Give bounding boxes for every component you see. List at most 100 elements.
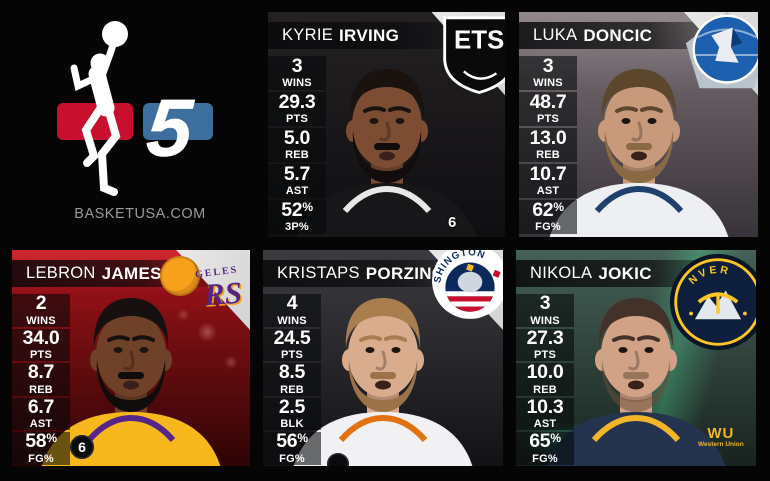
stat-value: 8.5 [278, 361, 306, 383]
stat-label: WINS [533, 77, 563, 90]
stat-block: 5.7 AST [268, 164, 326, 198]
stat-value: 2.5 [278, 395, 306, 418]
stat-label: REB [536, 149, 560, 162]
last-name: DONCIC [583, 25, 653, 45]
stat-label: AST [533, 418, 557, 430]
sponsor-initials: WU [707, 425, 735, 442]
last-name: IRVING [339, 25, 400, 45]
stat-block: 48.7 PTS [519, 92, 577, 126]
player-card-lebron-james: 6 GELES RS LEBRON JAMES 2 WINS 34.0 PTS 8.… [12, 250, 250, 466]
stat-block: 13.0 REB [519, 128, 577, 162]
stat-value: 24.5 [273, 326, 311, 349]
nuggets-logo-icon: NVER [669, 253, 756, 351]
logo-number: 5 [143, 83, 196, 174]
stat-value: 10.7 [529, 162, 567, 185]
stat-block: 10.7 AST [519, 164, 577, 198]
stat-block: 10.3 AST [516, 395, 574, 430]
stat-value: 5.7 [283, 162, 311, 185]
stat-label: WINS [277, 314, 307, 327]
stats-column: 3 WINS 27.3 PTS 10.0 REB 10.3 AST 65% FG% [516, 293, 574, 465]
stat-block: 52% 3P% [268, 200, 326, 234]
stat-value: 3 [291, 54, 303, 77]
stat-label: REB [285, 149, 309, 162]
stat-label: WINS [26, 314, 56, 327]
stat-label: FG% [532, 452, 558, 465]
stat-block: 6.7 AST [12, 395, 70, 430]
stat-label: PTS [534, 349, 556, 361]
stat-block: 4 WINS [263, 292, 321, 327]
stat-block: 8.5 REB [263, 361, 321, 396]
player-card-nikola-jokic: WU Western Union NVER NIKOLA JOKIC 3 WINS… [516, 250, 756, 466]
stat-value: 6.7 [27, 395, 55, 418]
first-name: LEBRON [26, 264, 96, 282]
first-name: KRISTAPS [277, 264, 360, 282]
stat-block: 2 WINS [12, 293, 70, 327]
wizards-logo-icon: SHINGTON [432, 250, 503, 319]
stat-block: 56% FG% [263, 430, 321, 465]
stat-value: 10.0 [526, 361, 564, 383]
last-name: JOKIC [598, 263, 652, 283]
stat-value: 5.0 [283, 126, 311, 149]
stat-block: 8.7 REB [12, 361, 70, 396]
site-url: BASKETUSA.COM [74, 206, 206, 222]
stat-block: 3 WINS [519, 56, 577, 90]
stat-label: WINS [282, 77, 312, 90]
stat-block: 24.5 PTS [263, 326, 321, 361]
stat-label: REB [533, 383, 557, 396]
stat-block: 58% FG% [12, 430, 70, 465]
stat-value: 48.7 [529, 90, 567, 113]
first-name: KYRIE [282, 26, 334, 44]
stat-value: 65 [529, 430, 551, 452]
stat-block: 3 WINS [516, 293, 574, 327]
jersey-number-patch [327, 453, 349, 466]
stat-label: PTS [537, 113, 559, 126]
stat-label: BLK [280, 418, 304, 430]
stat-block: 34.0 PTS [12, 326, 70, 361]
stat-value: 13.0 [529, 126, 567, 149]
stat-value: 3 [542, 54, 554, 77]
stat-value: 10.3 [526, 395, 564, 418]
last-name: JAMES [101, 263, 162, 283]
stat-label: FG% [28, 452, 54, 465]
stat-value: 27.3 [526, 326, 564, 349]
stat-value: 8.7 [27, 361, 55, 383]
jersey-number: 6 [448, 214, 457, 231]
stat-value: 62 [532, 198, 554, 221]
sponsor-patch: WU Western Union [698, 426, 744, 449]
stat-value: 52 [281, 198, 303, 221]
stat-block: 5.0 REB [268, 128, 326, 162]
stat-block: 10.0 REB [516, 361, 574, 396]
player-name: NIKOLA JOKIC [516, 260, 756, 287]
first-name: NIKOLA [530, 264, 593, 282]
stats-column: 2 WINS 34.0 PTS 8.7 REB 6.7 AST 58% FG% [12, 293, 70, 465]
stat-value: 56 [276, 430, 298, 452]
stat-label: REB [280, 383, 304, 396]
nets-logo-icon: ETS [443, 16, 505, 94]
sponsor-name: Western Union [698, 441, 744, 448]
stat-label: AST [29, 418, 53, 430]
stat-block: 62% FG% [519, 200, 577, 234]
first-name: LUKA [533, 26, 578, 44]
stat-label: FG% [535, 221, 561, 234]
stat-value: 34.0 [22, 326, 60, 349]
mavericks-logo-icon [685, 12, 758, 89]
stat-label: FG% [279, 452, 305, 465]
stat-label: 3P% [285, 221, 309, 234]
stat-value: 4 [286, 292, 298, 314]
stats-column: 3 WINS 48.7 PTS 13.0 REB 10.7 AST 62% FG% [519, 56, 577, 234]
stats-column: 4 WINS 24.5 PTS 8.5 REB 2.5 BLK 56% FG% [263, 292, 321, 465]
stat-value: 58 [25, 430, 47, 452]
stat-block: 65% FG% [516, 430, 574, 465]
stat-block: 29.3 PTS [268, 92, 326, 126]
logo-bar-blue [143, 103, 213, 140]
stat-value: 29.3 [278, 90, 316, 113]
stat-block: 2.5 BLK [263, 395, 321, 430]
stat-label: AST [536, 185, 560, 198]
lakers-wordmark-fragment-large: RS [202, 274, 244, 313]
stat-label: PTS [286, 113, 308, 126]
stat-block: 3 WINS [268, 56, 326, 90]
stat-block: 27.3 PTS [516, 326, 574, 361]
stat-label: REB [29, 383, 53, 396]
stat-label: AST [285, 185, 309, 198]
